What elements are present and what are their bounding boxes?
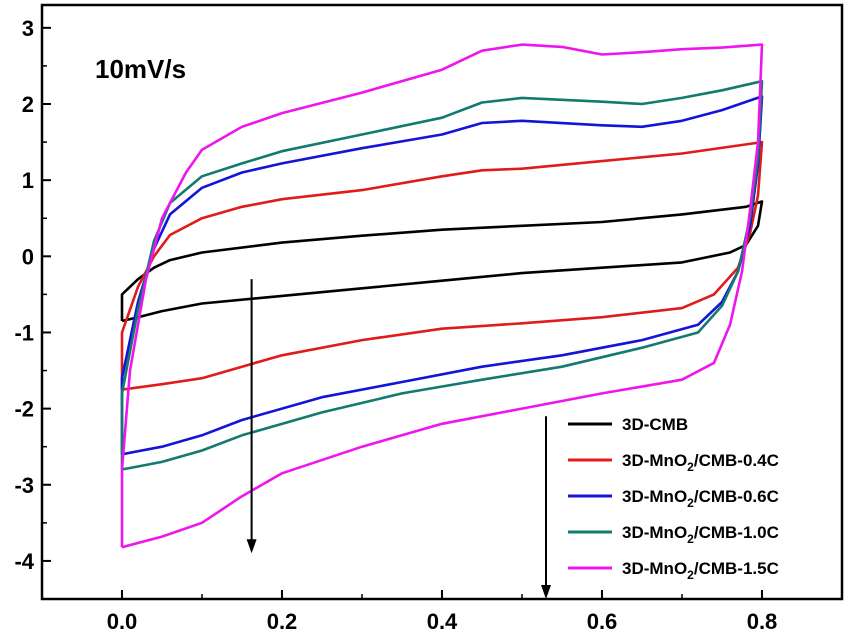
legend-label-tail: /CMB-0.4C xyxy=(694,451,779,470)
y-tick-label: -3 xyxy=(14,473,34,498)
x-tick-label: 0.4 xyxy=(427,609,458,634)
legend-label-main: 3D-MnO xyxy=(622,487,687,506)
series-line-3 xyxy=(120,79,764,471)
legend: 3D-CMB3D-MnO2/CMB-0.4C3D-MnO2/CMB-0.6C3D… xyxy=(568,415,779,582)
legend-label-main: 3D-CMB xyxy=(622,415,688,434)
legend-label-3: 3D-MnO2/CMB-1.0C xyxy=(622,523,779,546)
legend-label-tail: /CMB-1.0C xyxy=(694,523,779,542)
y-tick-label: -1 xyxy=(14,320,34,345)
arrow-head-1 xyxy=(541,585,551,599)
x-tick-label: 0.6 xyxy=(587,609,618,634)
legend-label-main: 3D-MnO xyxy=(622,523,687,542)
arrow-head-0 xyxy=(246,539,257,554)
legend-label-subscript: 2 xyxy=(687,568,694,582)
x-axis-ticks: 0.0 0.2 0.4 0.6 0.8 xyxy=(41,590,843,634)
series-line-4 xyxy=(120,43,764,549)
scan-rate-annotation: 10mV/s xyxy=(95,54,186,84)
legend-label-0: 3D-CMB xyxy=(622,415,688,434)
legend-label-main: 3D-MnO xyxy=(622,559,687,578)
x-tick-label: 0.0 xyxy=(107,609,138,634)
legend-label-main: 3D-MnO xyxy=(622,451,687,470)
legend-label-tail: /CMB-0.6C xyxy=(694,487,779,506)
y-tick-label: 2 xyxy=(22,92,34,117)
y-tick-label: 3 xyxy=(22,16,34,41)
x-tick-label: 0.2 xyxy=(267,609,298,634)
legend-label-subscript: 2 xyxy=(687,496,694,510)
legend-label-subscript: 2 xyxy=(687,532,694,546)
arrow-layer xyxy=(246,279,551,599)
series-line-2 xyxy=(120,95,764,456)
series-layer xyxy=(120,43,764,549)
series-line-1 xyxy=(120,140,764,391)
plot-frame xyxy=(40,3,844,601)
y-tick-label: -2 xyxy=(14,397,34,422)
y-tick-label: 1 xyxy=(22,168,34,193)
y-tick-label: 0 xyxy=(22,244,34,269)
legend-label-1: 3D-MnO2/CMB-0.4C xyxy=(622,451,779,474)
y-tick-label: -4 xyxy=(14,549,34,574)
x-tick-label: 0.8 xyxy=(747,609,778,634)
legend-label-4: 3D-MnO2/CMB-1.5C xyxy=(622,559,779,582)
y-axis-ticks: -4 -3 -2 -1 0 1 2 3 xyxy=(14,16,51,600)
plot-area xyxy=(40,3,844,601)
series-line-0 xyxy=(120,200,764,323)
legend-label-tail: /CMB-1.5C xyxy=(694,559,779,578)
legend-label-subscript: 2 xyxy=(687,460,694,474)
legend-label-2: 3D-MnO2/CMB-0.6C xyxy=(622,487,779,510)
